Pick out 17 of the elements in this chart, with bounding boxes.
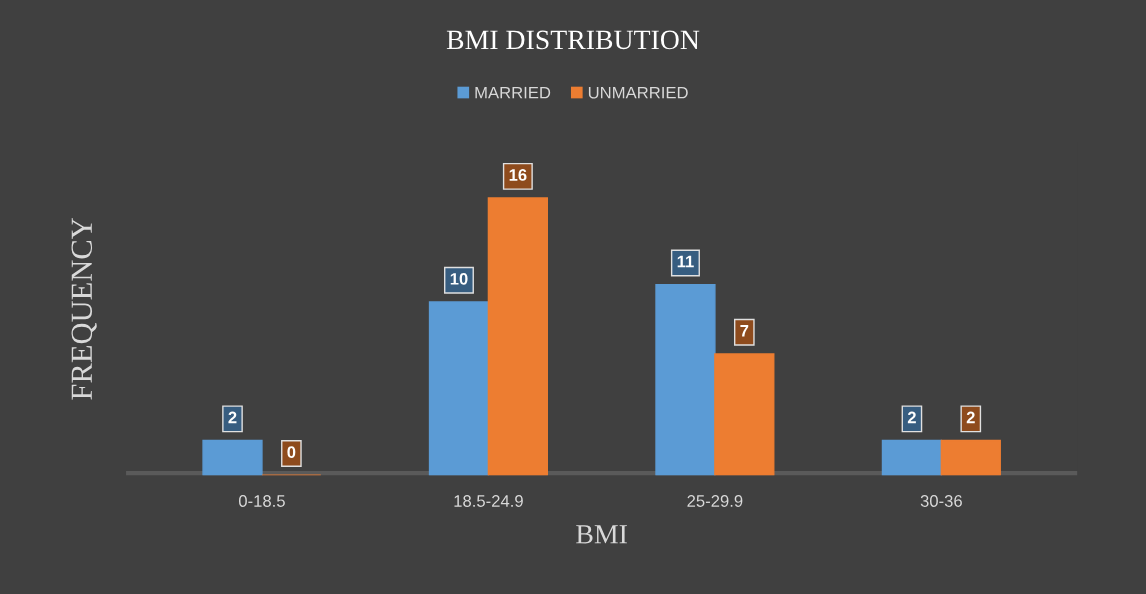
x-tick-label: 25-29.9 bbox=[687, 495, 743, 507]
data-label: 2 bbox=[966, 411, 975, 424]
chart-title: BMI DISTRIBUTION bbox=[446, 30, 700, 50]
data-label: 10 bbox=[450, 272, 468, 285]
data-label: 7 bbox=[740, 325, 749, 337]
y-axis-title: FREQUENCY bbox=[71, 217, 97, 400]
legend-label: MARRIED bbox=[475, 86, 551, 99]
data-label: 2 bbox=[228, 411, 237, 424]
x-tick-label: 30-36 bbox=[920, 495, 962, 507]
x-tick-label: 18.5-24.9 bbox=[454, 495, 523, 507]
legend-label: UNMARRIED bbox=[588, 86, 688, 99]
x-tick-label: 0-18.5 bbox=[238, 495, 285, 507]
x-axis-title: BMI bbox=[576, 525, 627, 544]
data-label: 2 bbox=[907, 411, 916, 424]
data-label: 0 bbox=[287, 446, 296, 459]
data-label: 11 bbox=[677, 255, 694, 268]
data-label: 16 bbox=[509, 169, 527, 181]
